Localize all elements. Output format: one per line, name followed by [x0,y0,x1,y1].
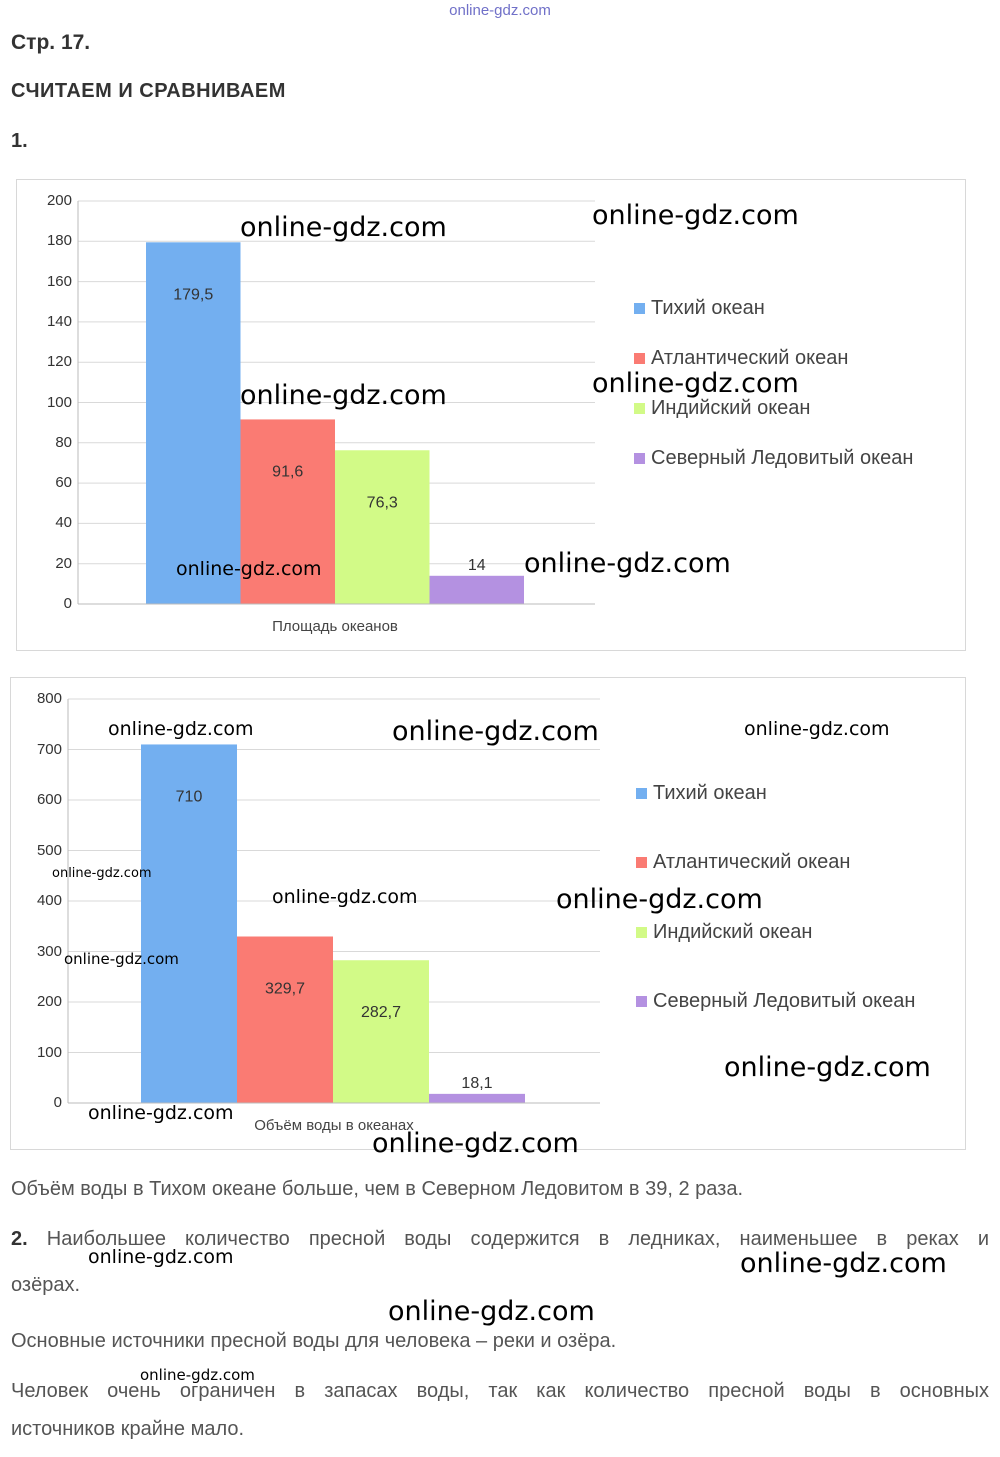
chart-area-y-tick-label: 120 [46,353,72,371]
legend-label: Северный Ледовитый океан [653,990,916,1012]
legend-label: Атлантический океан [653,851,851,873]
task-2-number: 2. [11,1228,28,1250]
chart-volume-panel: 0 100 200 300 400 500 600 700 800 710 329,7 282,7 1… [10,677,966,1150]
watermark: online-gdz.com [524,548,731,579]
watermark: online-gdz.com [240,212,447,243]
chart-volume-y-tick-label: 700 [36,740,62,758]
chart-area-y-tick-label: 180 [46,232,72,250]
chart-area-y-tick-label: 100 [46,393,72,411]
watermark: online-gdz.com [52,866,152,881]
chart-volume-bar-value-label: 710 [176,788,203,805]
watermark: online-gdz.com [176,558,322,580]
chart-volume-y-tick-label: 500 [36,841,62,859]
answer-fresh-water-sources: Основные источники пресной воды для чело… [11,1330,617,1352]
chart-volume-y-tick-label: 400 [36,892,62,909]
chart-area-plot: 179,5 91,6 76,3 14 [77,200,595,605]
legend-item-arctic: Северный Ледовитый океан [636,990,915,1013]
chart-volume-bar-value-label: 282,7 [361,1004,401,1021]
chart-area-bar [335,450,430,604]
chart-area-bar [240,419,335,604]
chart-area-y-tick-label: 200 [46,192,72,209]
chart-volume-bar [333,960,429,1103]
watermark: online-gdz.com [556,884,763,915]
chart-volume-y-tick-label: 0 [53,1094,62,1111]
watermark: online-gdz.com [140,1366,255,1384]
watermark: online-gdz.com [88,1246,234,1268]
chart-volume-bar-value-label: 329,7 [265,981,305,998]
chart-area-panel: 0 20 40 60 80 100 120 140 160 180 200 179,5 91,6 76,… [16,179,966,651]
chart-area-bar-value-label: 179,5 [173,286,213,303]
section-title: СЧИТАЕМ И СРАВНИВАЕМ [11,80,286,102]
legend-swatch [634,403,645,414]
chart-volume-plot: 710 329,7 282,7 18,1 [67,698,600,1104]
legend-item-pacific: Тихий океан [634,297,765,320]
legend-swatch [636,996,647,1007]
task-2-line-2: озёрах. [11,1274,80,1296]
watermark: online-gdz.com [272,886,418,908]
chart-area-bar-value-label: 14 [468,557,486,574]
chart-volume-bar [237,936,333,1103]
legend-label: Тихий океан [651,297,765,319]
watermark: online-gdz.com [240,380,447,411]
watermark: online-gdz.com [372,1128,579,1159]
watermark: online-gdz.com [744,718,890,740]
legend-swatch [634,353,645,364]
legend-label: Северный Ледовитый океан [651,447,914,469]
page-reference: Стр. 17. [11,31,91,54]
chart-volume-y-tick-label: 800 [36,690,62,707]
chart-area-bar-value-label: 76,3 [367,494,398,511]
chart-area-y-tick-label: 140 [46,312,72,330]
chart-volume-y-tick-label: 200 [36,993,62,1010]
chart-area-y-tick-label: 20 [55,554,72,572]
chart-area-y-tick-label: 80 [55,433,72,451]
watermark: online-gdz.com [592,200,799,231]
watermark: online-gdz.com [592,368,799,399]
legend-item-indian: Индийский океан [636,921,812,944]
legend-item-atlantic: Атлантический океан [636,851,850,874]
site-header-link[interactable]: online-gdz.com [449,2,551,19]
task-2-text: Наибольшее количество пресной воды содер… [46,1228,990,1250]
chart-volume-y-tick-label: 600 [36,791,62,808]
legend-swatch [634,453,645,464]
legend-label: Индийский океан [653,921,813,943]
chart-volume-bar-value-label: 18,1 [461,1075,492,1092]
chart-area-bar-value-label: 91,6 [272,463,303,480]
legend-label: Атлантический океан [651,347,849,369]
legend-item-indian: Индийский океан [634,397,810,420]
legend-item-pacific: Тихий океан [636,782,767,805]
legend-label: Индийский океан [651,397,811,419]
watermark: online-gdz.com [108,718,254,740]
legend-swatch [634,303,645,314]
watermark: online-gdz.com [724,1052,931,1083]
chart-volume-bar [141,744,237,1103]
chart-area-bar [429,575,524,604]
chart-volume-bar [429,1093,525,1103]
chart-volume-y-tick-label: 300 [36,942,62,960]
watermark: online-gdz.com [392,716,599,747]
chart-volume-x-label: Объём воды в океанах [254,1117,414,1134]
chart-area-y-tick-label: 160 [46,272,72,290]
chart-area-bar [146,242,241,604]
chart-volume-y-tick-label: 100 [36,1043,62,1061]
chart-area-y-tick-label: 40 [55,514,72,532]
task-2-line-1: 2. Наибольшее количество пресной воды со… [11,1227,989,1251]
legend-label: Тихий океан [653,782,767,804]
answer-volume-ratio: Объём воды в Тихом океане больше, чем в … [11,1178,744,1200]
chart-area-y-tick-label: 60 [55,474,72,492]
legend-swatch [636,927,647,938]
answer-limited-water-line-2: источников крайне мало. [11,1418,245,1440]
task-1-number: 1. [11,130,28,152]
chart-area-x-label: Площадь океанов [272,618,398,635]
watermark: online-gdz.com [64,950,179,968]
answer-limited-water-line-1: Человек очень ограничен в запасах воды, … [11,1380,989,1402]
watermark: online-gdz.com [740,1248,947,1279]
watermark: online-gdz.com [88,1102,234,1124]
legend-swatch [636,788,647,799]
watermark: online-gdz.com [388,1296,595,1327]
legend-item-atlantic: Атлантический океан [634,347,848,370]
chart-area-y-tick-label: 0 [63,595,72,612]
legend-item-arctic: Северный Ледовитый океан [634,447,913,470]
legend-swatch [636,857,647,868]
